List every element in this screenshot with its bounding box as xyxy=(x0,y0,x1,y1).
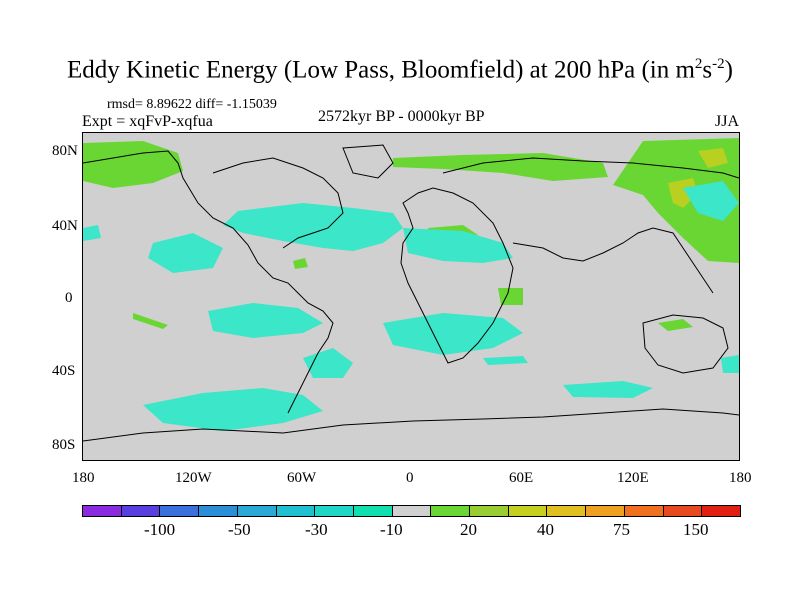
africa-europe-coast xyxy=(400,187,514,364)
indian-ocean-positive xyxy=(498,288,523,305)
south-pacific-negative xyxy=(208,303,323,338)
title-end: ) xyxy=(724,56,733,84)
colorbar-label-40: 40 xyxy=(537,520,554,539)
north-atlantic-negative xyxy=(223,203,403,251)
colorbar-box xyxy=(275,505,316,517)
australia-positive xyxy=(658,319,693,331)
lat-tick-80n: 80N xyxy=(52,143,78,159)
colorbar-box xyxy=(198,505,238,517)
period-label: 2572kyr BP - 0000kyr BP xyxy=(318,108,485,125)
colorbar-label-20: 20 xyxy=(460,520,477,539)
antarctica-coast xyxy=(83,408,739,442)
lat-tick-40n: 40N xyxy=(52,218,78,234)
colorbar-box xyxy=(662,505,703,517)
title-sup-2: -2 xyxy=(712,56,725,72)
south-asia-coast xyxy=(512,227,714,294)
colorbar-label-75: 75 xyxy=(613,520,630,539)
lon-tick-120e: 120E xyxy=(617,470,649,486)
lon-tick-60e: 60E xyxy=(509,470,534,486)
madagascar-negative xyxy=(483,356,528,365)
colorbar-box xyxy=(314,505,354,517)
colorbar-box xyxy=(546,505,587,517)
lat-tick-40s: 40S xyxy=(52,363,76,379)
coastlines xyxy=(83,144,739,442)
title-main: Eddy Kinetic Energy (Low Pass, Bloomfiel… xyxy=(67,56,695,84)
eurasia-positive xyxy=(393,153,608,181)
southern-ocean-negative xyxy=(143,388,323,431)
siberia-yellow xyxy=(698,148,728,168)
east-edge-negative xyxy=(721,355,739,373)
colorbar-box xyxy=(701,505,741,517)
season-label: JJA xyxy=(715,113,740,130)
lat-tick-80s: 80S xyxy=(52,437,76,453)
experiment-label: Expt = xqFvP-xqfua xyxy=(82,113,213,130)
atlantic-small-positive xyxy=(293,258,308,269)
north-america-east-coast xyxy=(212,157,344,249)
north-eurasia-coast xyxy=(442,157,739,179)
colorbar-box xyxy=(585,505,625,517)
title-mid: s xyxy=(702,56,713,84)
map-title: Eddy Kinetic Energy (Low Pass, Bloomfiel… xyxy=(0,56,800,84)
north-pacific-negative xyxy=(148,233,223,273)
colorbar-label-neg30: -30 xyxy=(305,520,328,539)
south-atlantic-negative xyxy=(383,313,523,355)
south-america-negative xyxy=(303,348,353,378)
australia-coast xyxy=(642,314,729,374)
sahara-negative xyxy=(403,228,513,263)
colorbar-box xyxy=(82,505,122,517)
colorbar-box xyxy=(120,505,161,517)
colorbar-label-150: 150 xyxy=(683,520,709,539)
colorbar-box xyxy=(159,505,200,517)
negative-anomaly-regions xyxy=(83,181,739,431)
colorbar-label-neg10: -10 xyxy=(380,520,403,539)
lat-tick-0: 0 xyxy=(65,290,73,306)
colorbar-box xyxy=(391,505,432,517)
colorbar-label-neg50: -50 xyxy=(228,520,251,539)
lon-tick-180e: 180 xyxy=(729,470,752,486)
colorbar-box xyxy=(623,505,664,517)
indian-south-negative xyxy=(563,381,653,398)
greenland-coast xyxy=(342,144,394,179)
colorbar-box xyxy=(236,505,277,517)
lon-tick-120w: 120W xyxy=(175,470,212,486)
colorbar-box xyxy=(430,505,471,517)
pacific-small-positive xyxy=(133,313,168,329)
title-sup-1: 2 xyxy=(694,56,703,72)
pacific-nw-negative xyxy=(683,181,739,221)
map-canvas xyxy=(83,133,739,460)
colorbar-label-neg100: -100 xyxy=(144,520,176,539)
dateline-negative xyxy=(83,225,101,241)
colorbar-box xyxy=(507,505,548,517)
americas-coast xyxy=(83,150,334,414)
colorbar-box xyxy=(352,505,393,517)
stats-text: rmsd= 8.89622 diff= -1.15039 xyxy=(107,97,277,112)
lon-tick-180w: 180 xyxy=(72,470,95,486)
lon-tick-0: 0 xyxy=(406,470,414,486)
lon-tick-60w: 60W xyxy=(287,470,317,486)
colorbar-box xyxy=(469,505,509,517)
arctic-pacific-positive xyxy=(83,141,183,188)
map-panel xyxy=(82,132,740,461)
